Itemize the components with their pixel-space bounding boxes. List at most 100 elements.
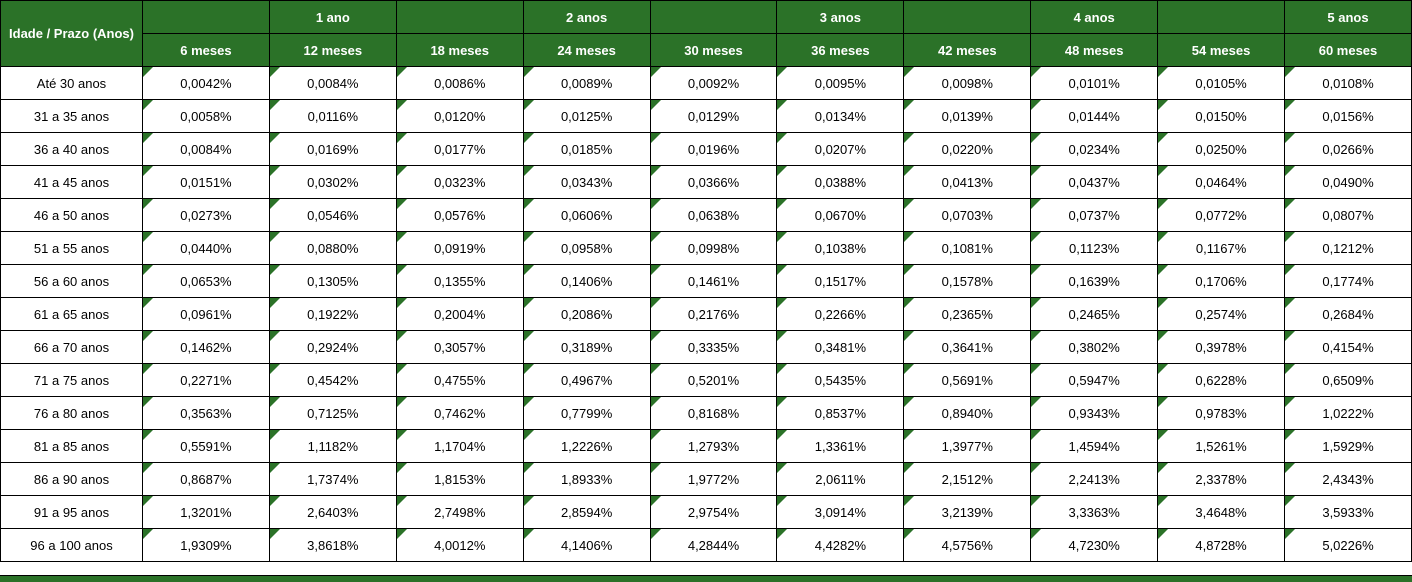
value-cell[interactable]: 2,7498%	[395, 495, 524, 529]
year-header-cell-1-ano[interactable]: 1 ano	[268, 0, 397, 34]
value-cell[interactable]: 2,9754%	[649, 495, 778, 529]
value-cell[interactable]: 0,0366%	[649, 165, 778, 199]
value-cell[interactable]: 1,3977%	[903, 429, 1032, 463]
year-header-cell-4-anos[interactable]: 4 anos	[1030, 0, 1159, 34]
value-cell[interactable]: 0,0105%	[1157, 66, 1286, 100]
value-cell[interactable]: 3,3363%	[1030, 495, 1159, 529]
value-cell[interactable]: 0,0490%	[1284, 165, 1412, 199]
value-cell[interactable]: 0,1639%	[1030, 264, 1159, 298]
row-label-cell[interactable]: 36 a 40 anos	[0, 132, 143, 166]
value-cell[interactable]: 0,2271%	[142, 363, 270, 397]
value-cell[interactable]: 0,1081%	[903, 231, 1032, 265]
month-header-cell-12-meses[interactable]: 12 meses	[268, 33, 397, 67]
value-cell[interactable]: 0,3641%	[903, 330, 1032, 364]
value-cell[interactable]: 0,0919%	[395, 231, 524, 265]
value-cell[interactable]: 1,0222%	[1284, 396, 1412, 430]
value-cell[interactable]: 0,1922%	[268, 297, 397, 331]
value-cell[interactable]: 4,1406%	[522, 528, 651, 562]
value-cell[interactable]: 0,4755%	[395, 363, 524, 397]
value-cell[interactable]: 0,7799%	[522, 396, 651, 430]
value-cell[interactable]: 2,3378%	[1157, 462, 1286, 496]
month-header-cell-60-meses[interactable]: 60 meses	[1284, 33, 1412, 67]
value-cell[interactable]: 0,8687%	[142, 462, 270, 496]
value-cell[interactable]: 0,1038%	[776, 231, 905, 265]
value-cell[interactable]: 0,0092%	[649, 66, 778, 100]
value-cell[interactable]: 0,3563%	[142, 396, 270, 430]
value-cell[interactable]: 2,0611%	[776, 462, 905, 496]
value-cell[interactable]: 3,2139%	[903, 495, 1032, 529]
row-label-cell[interactable]: 41 a 45 anos	[0, 165, 143, 199]
value-cell[interactable]: 0,0772%	[1157, 198, 1286, 232]
value-cell[interactable]: 1,3201%	[142, 495, 270, 529]
value-cell[interactable]: 2,4343%	[1284, 462, 1412, 496]
value-cell[interactable]: 0,2004%	[395, 297, 524, 331]
value-cell[interactable]: 1,5929%	[1284, 429, 1412, 463]
value-cell[interactable]: 0,3802%	[1030, 330, 1159, 364]
value-cell[interactable]: 0,0084%	[268, 66, 397, 100]
value-cell[interactable]: 4,0012%	[395, 528, 524, 562]
value-cell[interactable]: 0,0606%	[522, 198, 651, 232]
value-cell[interactable]: 0,2465%	[1030, 297, 1159, 331]
value-cell[interactable]: 0,0177%	[395, 132, 524, 166]
value-cell[interactable]: 0,6228%	[1157, 363, 1286, 397]
value-cell[interactable]: 0,1406%	[522, 264, 651, 298]
row-label-cell[interactable]: 86 a 90 anos	[0, 462, 143, 496]
value-cell[interactable]: 0,0169%	[268, 132, 397, 166]
row-label-cell[interactable]: 66 a 70 anos	[0, 330, 143, 364]
value-cell[interactable]: 1,5261%	[1157, 429, 1286, 463]
value-cell[interactable]: 0,0120%	[395, 99, 524, 133]
year-header-cell-empty[interactable]	[395, 0, 524, 34]
value-cell[interactable]: 0,0108%	[1284, 66, 1412, 100]
year-header-cell-empty[interactable]	[142, 0, 270, 34]
row-label-cell[interactable]: Até 30 anos	[0, 66, 143, 100]
value-cell[interactable]: 0,0388%	[776, 165, 905, 199]
value-cell[interactable]: 0,0156%	[1284, 99, 1412, 133]
value-cell[interactable]: 0,1462%	[142, 330, 270, 364]
value-cell[interactable]: 0,0250%	[1157, 132, 1286, 166]
value-cell[interactable]: 0,0737%	[1030, 198, 1159, 232]
value-cell[interactable]: 0,0302%	[268, 165, 397, 199]
value-cell[interactable]: 0,1517%	[776, 264, 905, 298]
value-cell[interactable]: 1,7374%	[268, 462, 397, 496]
value-cell[interactable]: 0,4154%	[1284, 330, 1412, 364]
value-cell[interactable]: 0,3189%	[522, 330, 651, 364]
value-cell[interactable]: 0,0089%	[522, 66, 651, 100]
value-cell[interactable]: 3,5933%	[1284, 495, 1412, 529]
value-cell[interactable]: 0,4542%	[268, 363, 397, 397]
value-cell[interactable]: 0,0437%	[1030, 165, 1159, 199]
value-cell[interactable]: 0,0101%	[1030, 66, 1159, 100]
value-cell[interactable]: 0,0464%	[1157, 165, 1286, 199]
value-cell[interactable]: 0,3057%	[395, 330, 524, 364]
value-cell[interactable]: 2,2413%	[1030, 462, 1159, 496]
year-header-cell-2-anos[interactable]: 2 anos	[522, 0, 651, 34]
row-label-cell[interactable]: 51 a 55 anos	[0, 231, 143, 265]
value-cell[interactable]: 0,1355%	[395, 264, 524, 298]
value-cell[interactable]: 0,0440%	[142, 231, 270, 265]
value-cell[interactable]: 1,3361%	[776, 429, 905, 463]
value-cell[interactable]: 4,4282%	[776, 528, 905, 562]
row-label-cell[interactable]: 81 a 85 anos	[0, 429, 143, 463]
year-header-cell-empty[interactable]	[649, 0, 778, 34]
value-cell[interactable]: 0,0196%	[649, 132, 778, 166]
value-cell[interactable]: 0,7462%	[395, 396, 524, 430]
value-cell[interactable]: 0,3481%	[776, 330, 905, 364]
value-cell[interactable]: 0,1578%	[903, 264, 1032, 298]
value-cell[interactable]: 0,0234%	[1030, 132, 1159, 166]
value-cell[interactable]: 0,0958%	[522, 231, 651, 265]
value-cell[interactable]: 1,9309%	[142, 528, 270, 562]
value-cell[interactable]: 0,3335%	[649, 330, 778, 364]
value-cell[interactable]: 0,1212%	[1284, 231, 1412, 265]
value-cell[interactable]: 0,0139%	[903, 99, 1032, 133]
value-cell[interactable]: 0,2176%	[649, 297, 778, 331]
month-header-cell-42-meses[interactable]: 42 meses	[903, 33, 1032, 67]
value-cell[interactable]: 0,0086%	[395, 66, 524, 100]
value-cell[interactable]: 0,0266%	[1284, 132, 1412, 166]
row-label-cell[interactable]: 96 a 100 anos	[0, 528, 143, 562]
value-cell[interactable]: 0,2924%	[268, 330, 397, 364]
value-cell[interactable]: 0,4967%	[522, 363, 651, 397]
value-cell[interactable]: 0,0207%	[776, 132, 905, 166]
value-cell[interactable]: 0,0125%	[522, 99, 651, 133]
value-cell[interactable]: 0,5947%	[1030, 363, 1159, 397]
value-cell[interactable]: 4,8728%	[1157, 528, 1286, 562]
month-header-cell-30-meses[interactable]: 30 meses	[649, 33, 778, 67]
